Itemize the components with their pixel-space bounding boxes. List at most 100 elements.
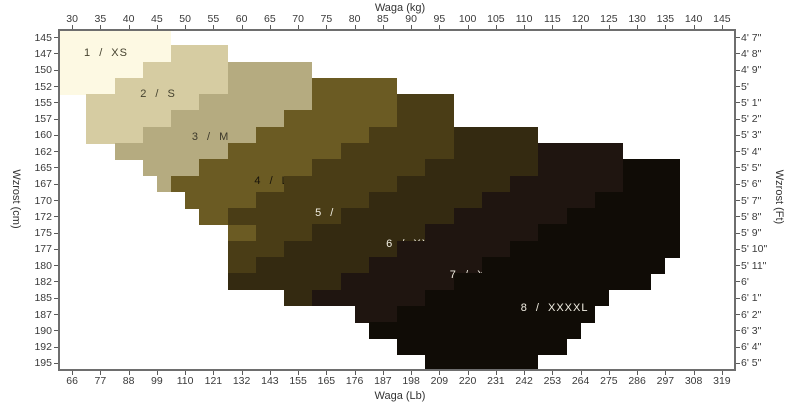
tick-mark	[637, 371, 639, 375]
band-segment-xxxxl	[481, 257, 666, 274]
ft-tick-label: 5' 1"	[741, 96, 762, 109]
ft-tick-label: 5' 9"	[741, 227, 762, 240]
lb-tick-label: 242	[515, 375, 533, 387]
ft-tick-label: 4' 8"	[741, 47, 762, 60]
lb-tick-label: 264	[571, 375, 590, 387]
band-segment-xxxl	[510, 175, 623, 193]
tick-mark	[241, 371, 243, 375]
band-segment-m	[199, 94, 313, 111]
cm-tick-label: 150	[34, 64, 52, 77]
lb-tick-label: 275	[600, 375, 618, 387]
lb-tick-label: 165	[317, 375, 336, 387]
tick-mark	[382, 25, 384, 29]
lb-tick-label: 231	[487, 375, 505, 387]
tick-mark	[54, 86, 58, 87]
band-segment-xxxl	[397, 240, 510, 258]
band-segment-xxxxl	[538, 224, 680, 242]
tick-mark	[326, 371, 328, 375]
x-axis-top-title: Waga (kg)	[374, 2, 426, 14]
band-segment-l	[185, 191, 256, 209]
ft-tick-label: 5' 7"	[741, 194, 762, 207]
lb-tick-label: 286	[628, 375, 646, 387]
tick-mark	[736, 69, 740, 71]
tick-mark	[128, 25, 130, 29]
tick-mark	[580, 25, 582, 29]
ft-tick-label: 4' 9"	[741, 64, 762, 77]
tick-mark	[736, 167, 740, 169]
kg-tick-label: 100	[458, 13, 477, 25]
tick-mark	[269, 371, 271, 375]
cm-tick-label: 182	[34, 275, 52, 288]
kg-tick-label: 125	[600, 13, 618, 25]
tick-mark	[354, 371, 356, 375]
band-segment-xxxxl	[623, 175, 680, 193]
cm-tick-label: 157	[34, 113, 52, 126]
lb-tick-label: 110	[176, 375, 194, 387]
band-segment-m	[227, 77, 313, 95]
ft-tick-label: 6' 4"	[741, 341, 762, 354]
cm-tick-label: 167	[34, 178, 52, 191]
band-segment-xxl	[397, 175, 510, 193]
tick-mark	[736, 37, 740, 39]
tick-mark	[736, 102, 740, 104]
cm-tick-label: 145	[34, 31, 52, 44]
band-label-l: 4 / L	[254, 174, 289, 187]
cm-tick-label: 170	[34, 194, 52, 207]
kg-tick-label: 55	[207, 13, 220, 25]
band-segment-xl	[312, 159, 426, 177]
ft-tick-label: 6' 5"	[741, 357, 762, 370]
band-segment-xl	[227, 257, 256, 274]
band-segment-s	[114, 77, 228, 95]
band-segment-xxl	[255, 257, 369, 274]
kg-tick-label: 80	[348, 13, 361, 25]
band-segment-xxxl	[354, 305, 397, 323]
band-label-xs: 1 / XS	[84, 46, 128, 59]
tick-mark	[693, 25, 695, 29]
tick-mark	[54, 297, 58, 299]
kg-tick-label: 35	[94, 13, 107, 25]
tick-mark	[298, 25, 300, 29]
tick-mark	[495, 371, 497, 375]
tick-mark	[411, 25, 413, 29]
kg-tick-label: 40	[122, 13, 135, 25]
tick-mark	[637, 25, 639, 29]
band-label-s: 2 / S	[140, 88, 176, 101]
kg-tick-label: 60	[235, 13, 248, 25]
cm-tick-label: 152	[34, 80, 52, 93]
ft-tick-label: 6' 3"	[741, 324, 762, 337]
kg-tick-label: 140	[684, 13, 703, 25]
tick-mark	[54, 216, 58, 218]
tick-mark	[736, 118, 740, 120]
cm-tick-label: 180	[34, 259, 52, 272]
lb-tick-label: 99	[151, 375, 163, 387]
band-segment-xs	[58, 29, 171, 46]
band-segment-xxxxl	[453, 273, 652, 291]
ft-tick-label: 5' 6"	[741, 178, 762, 191]
tick-mark	[354, 25, 356, 29]
band-segment-xxxl	[340, 273, 454, 291]
lb-tick-label: 176	[345, 375, 364, 387]
band-label-xxxxl: 8 / XXXXL	[520, 302, 589, 315]
tick-mark	[241, 25, 243, 29]
lb-tick-label: 187	[374, 375, 392, 387]
tick-mark	[213, 25, 215, 29]
band-segment-xxxxl	[594, 191, 680, 209]
band-segment-m	[156, 175, 171, 193]
tick-mark	[185, 25, 187, 29]
kg-tick-label: 145	[713, 13, 731, 25]
tick-mark	[665, 25, 667, 29]
tick-mark	[298, 371, 300, 375]
x-axis-bottom-title: Waga (Lb)	[374, 390, 426, 402]
band-segment-l	[255, 126, 369, 144]
band-segment-m	[227, 61, 313, 79]
cm-tick-label: 175	[34, 227, 52, 240]
cm-tick-label: 195	[34, 357, 52, 370]
band-segment-xl	[397, 110, 454, 128]
cm-tick-label: 155	[34, 96, 52, 109]
band-segment-m	[171, 110, 284, 128]
band-segment-xxl	[284, 240, 397, 258]
tick-mark	[736, 248, 740, 250]
tick-mark	[736, 265, 740, 267]
tick-mark	[213, 371, 215, 375]
band-segment-l	[312, 94, 397, 111]
